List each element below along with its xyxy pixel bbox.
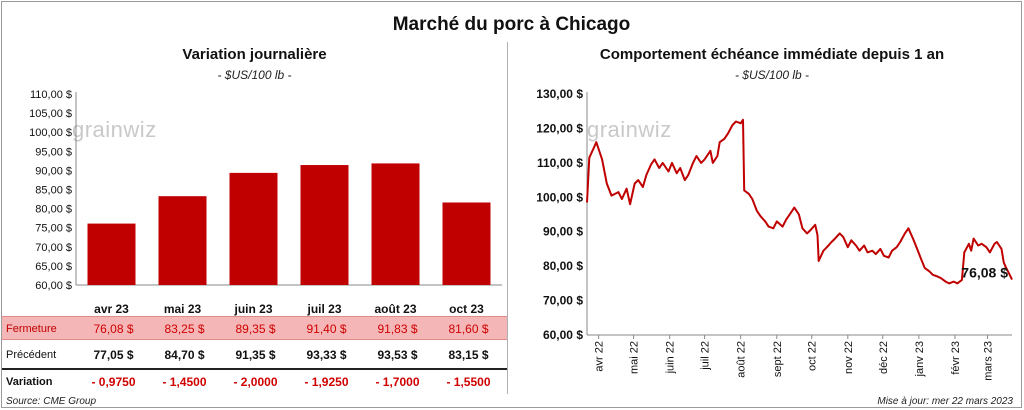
bar (371, 163, 420, 285)
x-tick-label: févr 23 (950, 341, 962, 375)
table-cell: - 1,4500 (162, 375, 207, 389)
table-cell: - 0,9750 (91, 375, 136, 389)
page-title: Marché du porc à Chicago (392, 14, 631, 35)
x-tick-label: avr 22 (594, 341, 606, 372)
y-tick-label: 70,00 $ (35, 242, 72, 254)
x-tick-label: nov 22 (843, 341, 855, 374)
row-label: Précédent (6, 349, 57, 361)
table-row-variation: Variation - 0,9750 - 1,4500 - 2,0000 - 1,92… (2, 370, 507, 394)
x-tick-label: août 23 (374, 302, 416, 316)
y-tick-label: 110,00 $ (537, 156, 583, 170)
left-watermark: grainwiz (72, 117, 157, 142)
last-value-label: 76,08 $ (961, 265, 1008, 281)
panel-divider (507, 42, 508, 394)
table-row-fermeture: Fermeture 76,08 $ 83,25 $ 89,35 $ 91,40 $ 91… (2, 316, 507, 340)
table-cell: 93,33 $ (306, 348, 347, 362)
x-tick-label: juin 23 (233, 302, 272, 316)
bar (229, 172, 278, 285)
y-tick-label: 100,00 $ (29, 127, 72, 139)
y-tick-label: 100,00 $ (536, 190, 583, 204)
right-watermark: grainwiz (587, 117, 672, 142)
table-divider (2, 368, 507, 370)
table-cell: 81,60 $ (448, 322, 489, 336)
table-cell: 91,35 $ (235, 348, 276, 362)
y-tick-label: 65,00 $ (35, 261, 72, 273)
row-label: Variation (6, 376, 53, 388)
y-tick-label: 130,00 $ (536, 87, 583, 101)
bar-chart: 110,00 $ 105,00 $ 100,00 $ 95,00 $ 90,00 $ 85… (29, 89, 502, 316)
y-tick-label: 60,00 $ (35, 280, 72, 292)
y-tick-label: 80,00 $ (543, 259, 583, 273)
row-label: Fermeture (6, 323, 57, 335)
y-tick-label: 95,00 $ (35, 146, 72, 158)
x-tick-label: avr 23 (94, 302, 129, 316)
y-tick-label: 110,00 $ (30, 89, 72, 101)
left-subtitle: Variation journalière (182, 46, 327, 63)
x-tick-label: janv 23 (914, 341, 926, 377)
table-cell: 91,40 $ (306, 322, 347, 336)
table-cell: 89,35 $ (235, 322, 276, 336)
table-cell: - 1,5500 (446, 375, 491, 389)
table-cell: - 2,0000 (233, 375, 278, 389)
left-unit: - $US/100 lb - (217, 68, 292, 82)
x-tick-label: déc 22 (878, 341, 890, 374)
table-cell: 83,25 $ (164, 322, 205, 336)
y-tick-label: 70,00 $ (543, 294, 583, 308)
bar (442, 202, 491, 285)
table-cell: 84,70 $ (164, 348, 205, 362)
source-note: Source: CME Group (6, 396, 97, 407)
table-cell: 76,08 $ (93, 322, 134, 336)
table-cell: 93,53 $ (377, 348, 418, 362)
y-tick-label: 75,00 $ (35, 223, 72, 235)
updated-note: Mise à jour: mer 22 mars 2023 (877, 396, 1013, 407)
x-tick-label: juil 22 (700, 341, 712, 371)
bar (158, 196, 207, 285)
y-tick-label: 60,00 $ (543, 328, 583, 342)
bar (87, 223, 136, 285)
x-tick-label: oct 23 (449, 302, 484, 316)
y-tick-label: 105,00 $ (29, 108, 72, 120)
table-cell: 83,15 $ (448, 348, 489, 362)
y-tick-label: 120,00 $ (536, 121, 583, 135)
x-tick-label: mai 23 (164, 302, 202, 316)
x-tick-label: août 22 (736, 341, 748, 378)
table-cell: 77,05 $ (93, 348, 134, 362)
x-tick-label: mai 22 (629, 341, 641, 374)
y-tick-label: 90,00 $ (35, 165, 72, 177)
table-cell: - 1,9250 (304, 375, 349, 389)
x-tick-label: juil 23 (306, 302, 341, 316)
y-tick-label: 90,00 $ (543, 225, 583, 239)
table-cell: - 1,7000 (375, 375, 420, 389)
y-tick-label: 85,00 $ (35, 185, 72, 197)
right-unit: - $US/100 lb - (734, 68, 810, 82)
table-cell: 91,83 $ (377, 322, 418, 336)
x-tick-label: sept 22 (772, 341, 784, 377)
x-tick-label: oct 22 (807, 341, 819, 371)
y-tick-label: 80,00 $ (35, 204, 72, 216)
bar (300, 165, 349, 285)
right-subtitle: Comportement échéance immédiate depuis 1… (599, 46, 945, 63)
x-tick-label: mars 23 (983, 341, 995, 381)
series-line (586, 118, 1013, 285)
table-row-precedent: Précédent 77,05 $ 84,70 $ 91,35 $ 93,33 $ 93… (2, 343, 507, 367)
x-tick-label: juin 22 (665, 341, 677, 374)
